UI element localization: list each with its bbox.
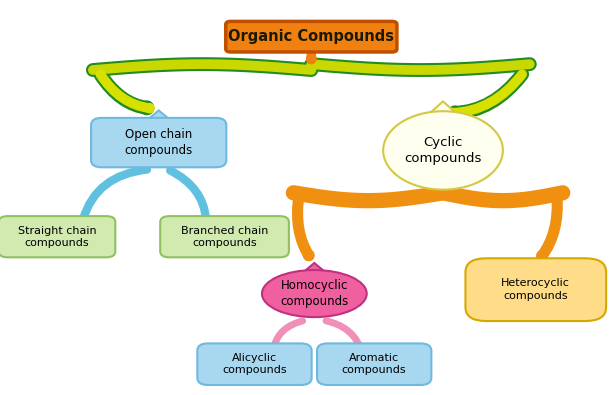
FancyBboxPatch shape [317,343,431,385]
Text: Open chain
compounds: Open chain compounds [125,128,193,157]
Text: Straight chain
compounds: Straight chain compounds [18,226,96,248]
FancyBboxPatch shape [0,216,115,257]
Text: Aromatic
compounds: Aromatic compounds [342,353,406,375]
FancyBboxPatch shape [226,21,397,52]
FancyBboxPatch shape [160,216,289,257]
Text: Heterocyclic
compounds: Heterocyclic compounds [501,278,570,301]
Polygon shape [144,111,174,123]
Text: Cyclic
compounds: Cyclic compounds [405,136,482,165]
Polygon shape [430,102,456,113]
Polygon shape [301,263,327,274]
Text: Branched chain
compounds: Branched chain compounds [181,226,268,248]
FancyBboxPatch shape [466,258,606,321]
FancyBboxPatch shape [197,343,312,385]
FancyBboxPatch shape [91,118,226,167]
Text: Homocyclic
compounds: Homocyclic compounds [280,279,348,308]
Text: Alicyclic
compounds: Alicyclic compounds [222,353,287,375]
Text: Organic Compounds: Organic Compounds [228,29,394,44]
Ellipse shape [383,111,503,190]
Ellipse shape [262,270,367,317]
